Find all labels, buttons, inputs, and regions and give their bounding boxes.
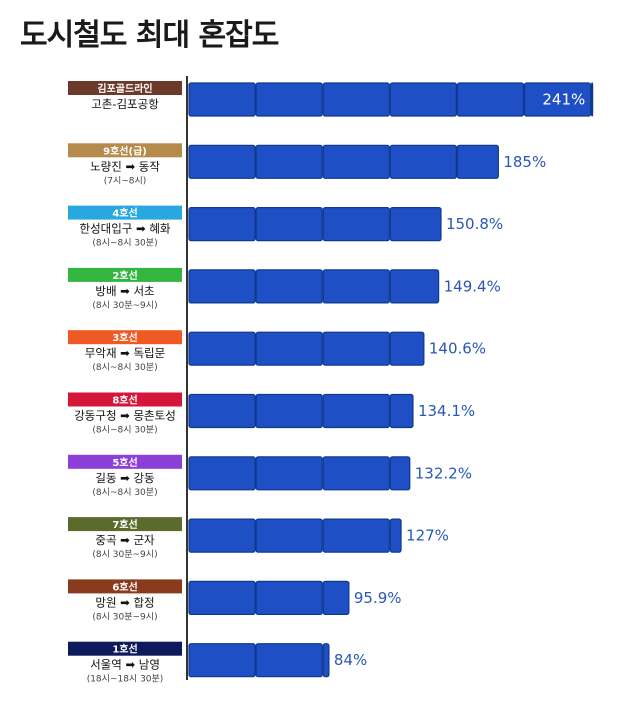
bar-segment [523, 82, 592, 117]
value-label: 127% [406, 527, 449, 545]
bar-segment [389, 269, 440, 304]
route-label: 한성대입구 ➡ 혜화 [79, 222, 170, 236]
time-label: (8시~8시 30분) [92, 238, 157, 249]
bar-segment [255, 144, 323, 179]
value-label: 185% [503, 153, 546, 171]
line-name: 4호선 [112, 207, 137, 220]
bar-segment [389, 393, 414, 429]
bar-segment [322, 456, 390, 491]
bar-segment [255, 393, 323, 429]
bar-segment [322, 580, 350, 616]
route-label: 고촌-김포공항 [91, 97, 159, 111]
bar-segment [188, 144, 256, 179]
route-label: 방배 ➡ 서초 [95, 284, 154, 298]
route-label: 서울역 ➡ 남영 [90, 658, 160, 672]
time-label: (8시 30분~9시) [92, 300, 157, 311]
line-badge [68, 454, 182, 469]
bar-segment [188, 643, 256, 678]
line-badge [68, 267, 182, 282]
line-name: 1호선 [112, 643, 137, 656]
bar-segment [389, 518, 402, 553]
bar-segment [389, 207, 442, 242]
route-label: 중곡 ➡ 군자 [95, 533, 155, 547]
bar-segment [456, 82, 525, 117]
bar-segment [389, 331, 425, 366]
bar-segment [322, 643, 330, 678]
line-name: 김포골드라인 [97, 82, 152, 95]
line-name: 9호선(급) [103, 144, 147, 157]
bar-segment [188, 580, 256, 616]
time-label: (7시~8시) [104, 175, 147, 186]
bar-segment [255, 518, 323, 553]
bar-segment [591, 82, 594, 117]
bar-segment [188, 456, 256, 491]
line-name: 6호선 [112, 580, 137, 593]
bar-segment [255, 269, 323, 304]
line-name: 8호선 [112, 394, 137, 407]
bar-segment [322, 393, 390, 429]
line-name: 7호선 [112, 518, 137, 531]
line-badge [68, 641, 182, 656]
bar-segment [255, 456, 323, 491]
line-badge [68, 517, 182, 532]
time-label: (8시~8시 30분) [92, 425, 157, 436]
route-label: 길동 ➡ 강동 [95, 471, 154, 485]
value-label: 132.2% [415, 464, 472, 482]
bar-segment [188, 518, 256, 553]
line-badge [68, 579, 182, 594]
time-label: (8시~8시 30분) [92, 487, 157, 498]
route-label: 망원 ➡ 합정 [95, 595, 154, 609]
bar-segment [188, 269, 256, 304]
bar-segment [188, 331, 256, 366]
route-label: 강동구청 ➡ 몽촌토성 [74, 409, 176, 423]
bar-segment [255, 643, 323, 678]
value-label: 84% [334, 651, 367, 669]
time-label: (8시 30분~9시) [92, 611, 157, 622]
line-name: 3호선 [112, 331, 137, 344]
route-label: 무악재 ➡ 독립문 [85, 346, 165, 360]
value-label: 149.4% [444, 277, 501, 295]
bar-segment [456, 144, 499, 179]
line-name: 2호선 [112, 269, 137, 282]
bar-segment [389, 82, 458, 117]
value-label: 140.6% [429, 340, 486, 358]
bar-segment [188, 207, 256, 242]
bar-segment [322, 518, 390, 553]
time-label: (18시~18시 30분) [87, 674, 164, 685]
line-badge [68, 330, 182, 345]
line-badge [68, 81, 182, 95]
value-label: 150.8% [446, 215, 503, 233]
value-label: 134.1% [418, 402, 475, 420]
bar-segment [255, 207, 323, 242]
route-label: 노량진 ➡ 동작 [90, 159, 160, 173]
line-badge [68, 392, 182, 407]
bar-segment [389, 456, 411, 491]
bar-segment [322, 144, 390, 179]
bar-segment [322, 269, 390, 304]
bar-segment [188, 393, 256, 429]
bar-segment [255, 580, 323, 616]
bar-segment [389, 144, 458, 179]
bar-segment [255, 82, 323, 117]
value-label: 241% [542, 91, 585, 109]
line-name: 5호선 [112, 456, 137, 469]
bar-segment [322, 207, 390, 242]
value-label: 95.9% [354, 589, 402, 607]
time-label: (8시 30분~9시) [92, 549, 157, 560]
bar-segment [188, 82, 256, 117]
bar-segment [322, 331, 390, 366]
time-label: (8시~8시 30분) [92, 362, 157, 373]
line-badge [68, 205, 182, 220]
line-badge [68, 143, 182, 158]
bar-segment [322, 82, 390, 117]
chart-title: 도시철도 최대 혼잡도 [20, 18, 279, 53]
bar-segment [255, 331, 323, 366]
